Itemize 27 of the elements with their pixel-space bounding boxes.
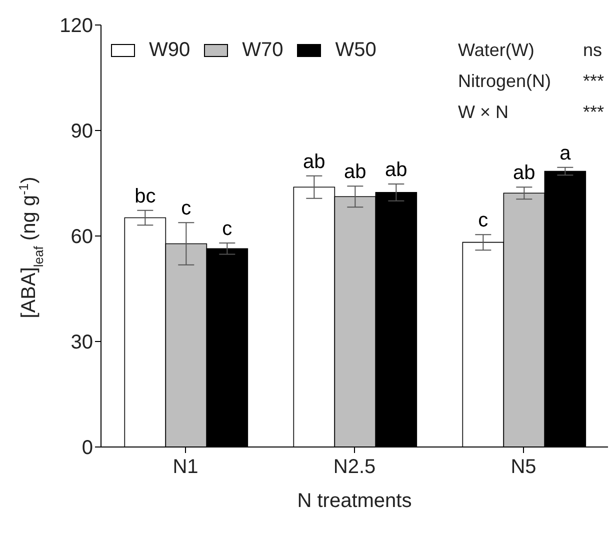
x-tick-label: N2.5 [333, 456, 376, 478]
y-tick-label: 60 [70, 226, 93, 248]
data-label: c [222, 218, 232, 240]
data-label: c [181, 198, 192, 220]
data-label: ab [344, 161, 366, 184]
x-tick-label: N5 [510, 456, 536, 478]
y-tick-label: 120 [60, 15, 93, 38]
data-label: ab [385, 158, 408, 181]
x-axis-title: N treatments [297, 490, 412, 512]
legend-label: W90 [149, 39, 190, 62]
annotation: ns [583, 40, 602, 60]
annotation: *** [583, 102, 604, 122]
data-label: c [478, 210, 488, 232]
x-tick-label: N1 [172, 456, 198, 478]
data-label: a [560, 142, 572, 164]
legend-label: W50 [335, 39, 376, 62]
annotation: W × N [458, 102, 509, 122]
annotation: Nitrogen(N) [458, 71, 552, 91]
legend-label: W70 [242, 39, 284, 62]
y-tick-label: 90 [70, 120, 93, 143]
y-tick-label: 0 [82, 437, 93, 460]
annotation: Water(W) [458, 40, 534, 60]
y-tick-label: 30 [70, 332, 93, 354]
data-label: ab [513, 162, 536, 184]
data-label: ab [303, 150, 326, 173]
data-label: bc [134, 185, 156, 208]
annotation: *** [583, 71, 604, 91]
